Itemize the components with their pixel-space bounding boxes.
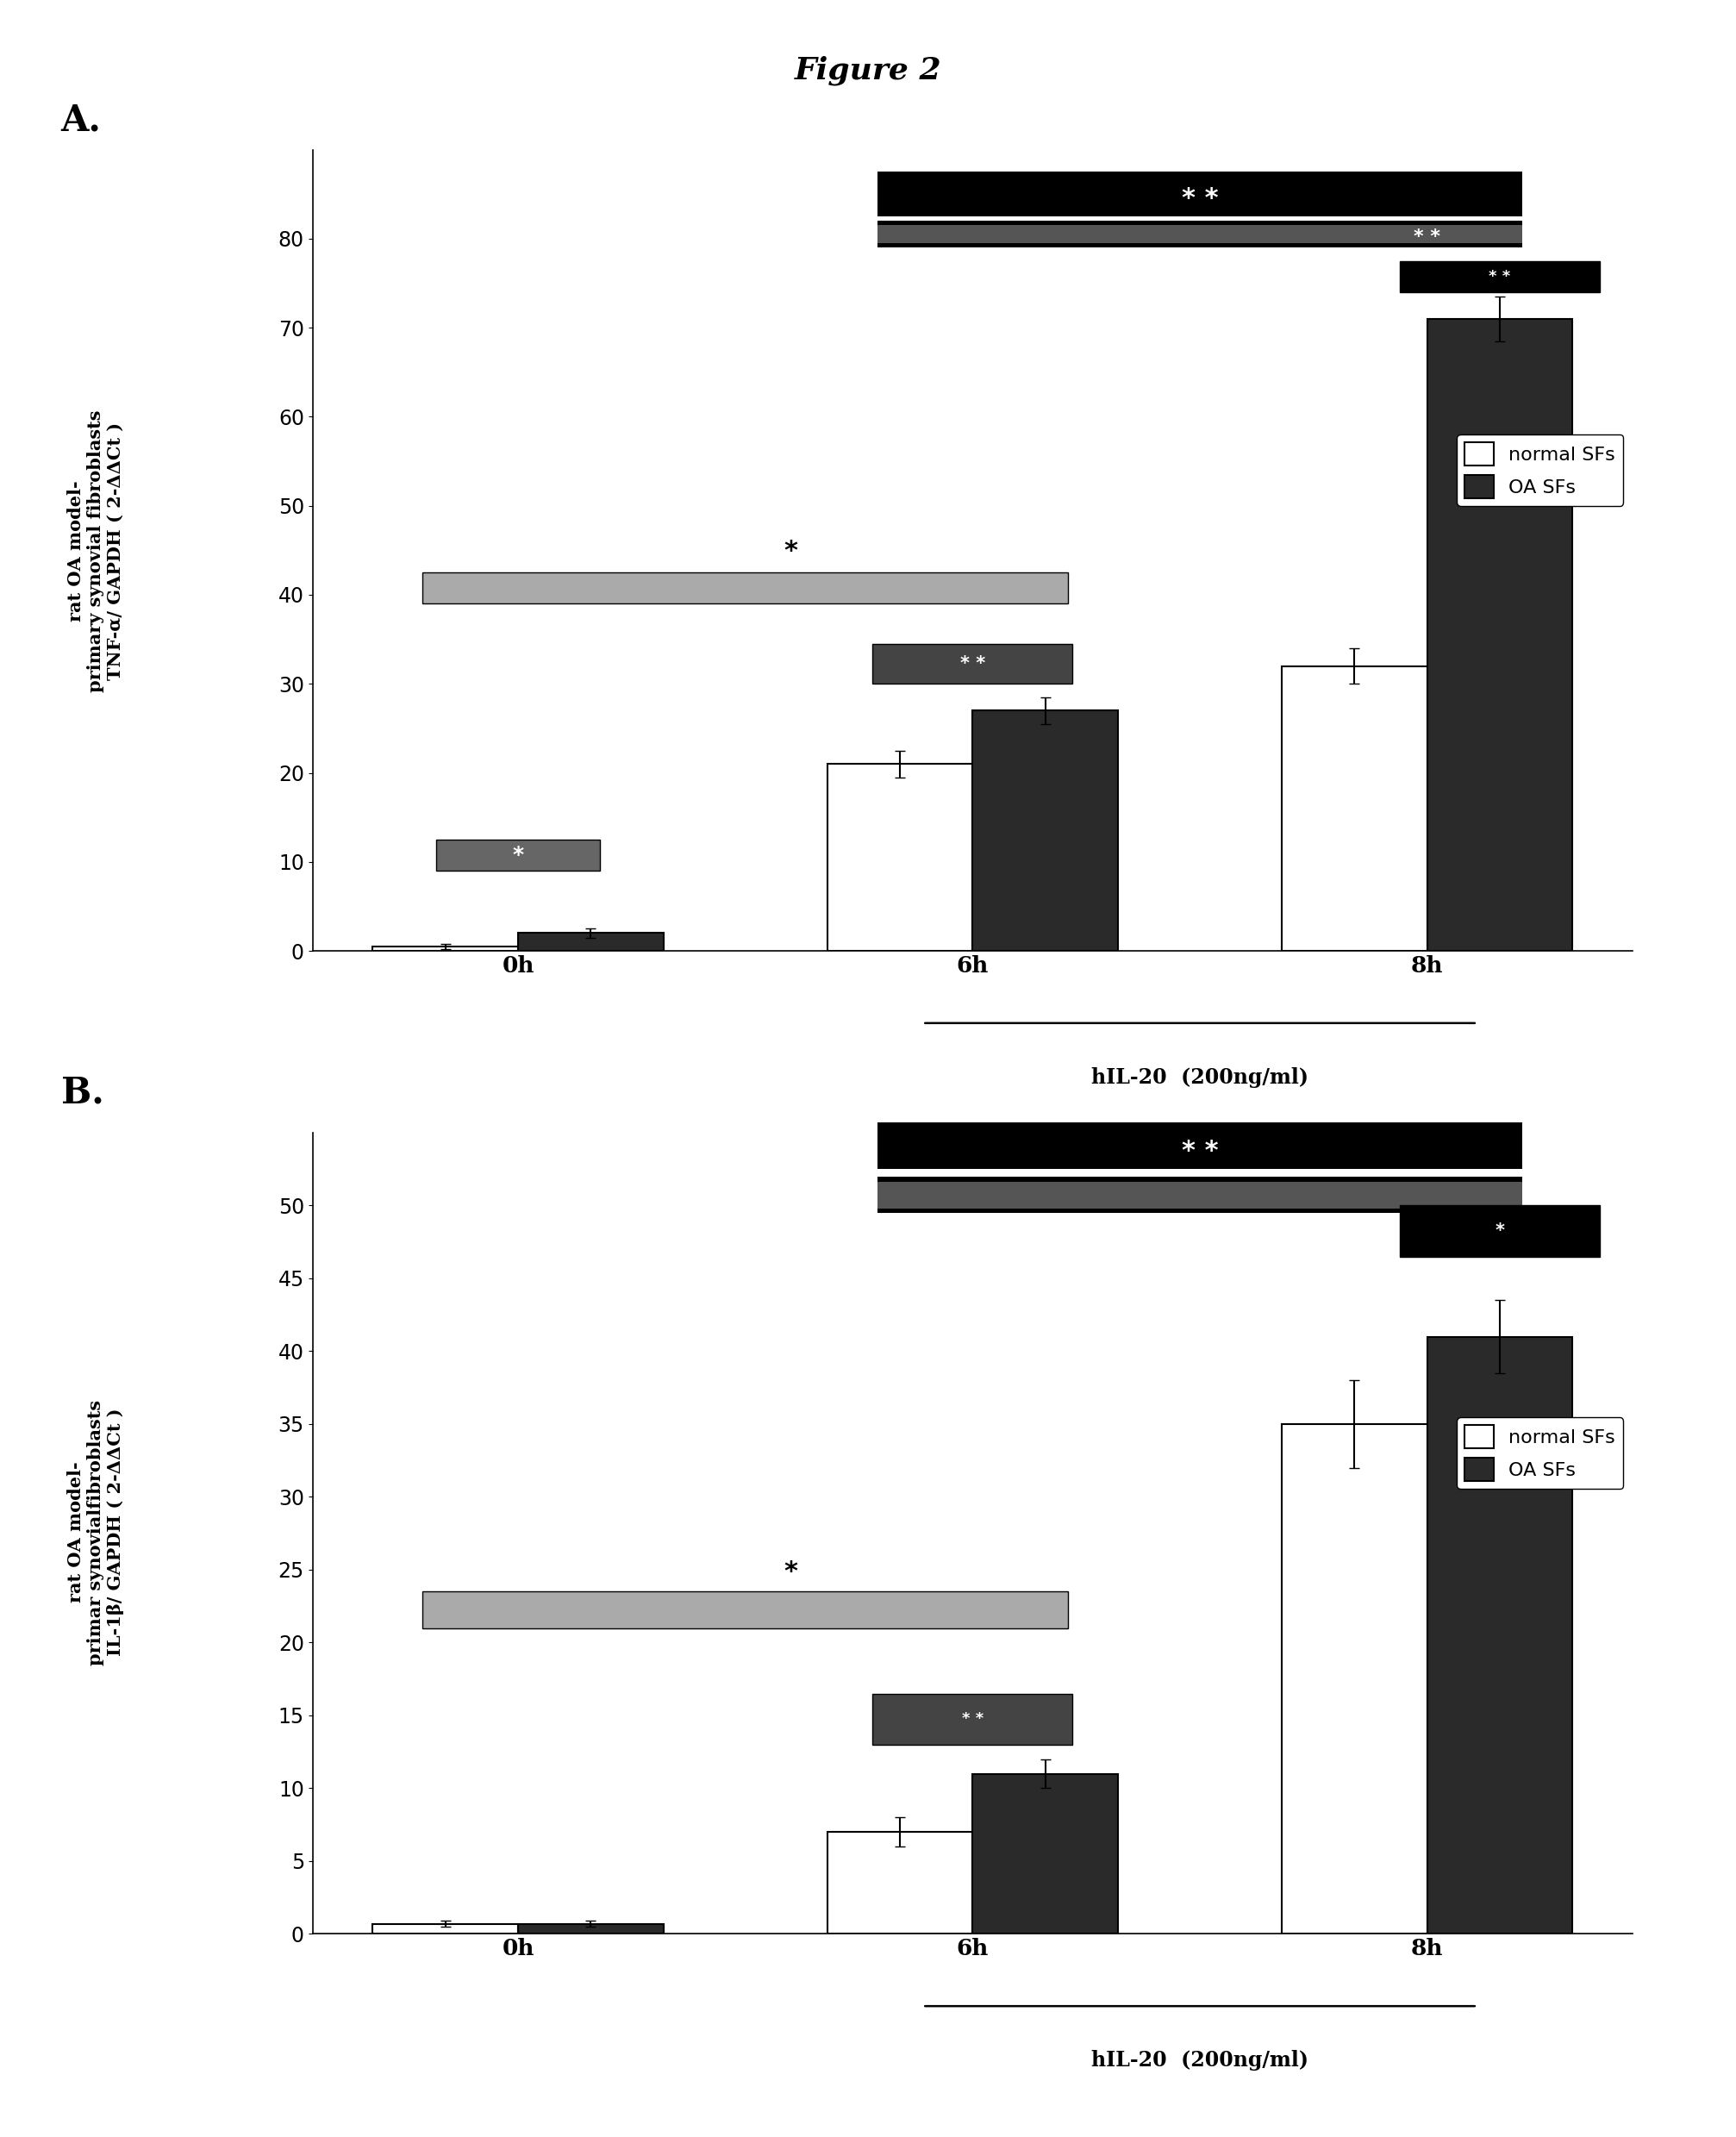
Text: * *: * * xyxy=(1180,186,1217,212)
Bar xyxy=(1427,1336,1571,1934)
Bar xyxy=(972,1774,1118,1934)
FancyBboxPatch shape xyxy=(877,220,1522,248)
Bar xyxy=(826,1831,972,1934)
Text: B.: B. xyxy=(61,1075,104,1111)
Bar xyxy=(517,1923,663,1934)
Text: A.: A. xyxy=(61,103,101,139)
Text: * *: * * xyxy=(1413,229,1439,246)
Text: hIL-20  (200ng/ml): hIL-20 (200ng/ml) xyxy=(1090,1066,1307,1088)
FancyBboxPatch shape xyxy=(1399,1205,1599,1257)
Text: rat OA model-
primary synovial fibroblasts
TNF-α/ GAPDH ( 2-ΔΔCt ): rat OA model- primary synovial fibroblas… xyxy=(68,410,123,692)
Text: *: * xyxy=(1495,1222,1503,1239)
FancyBboxPatch shape xyxy=(871,1693,1073,1744)
Legend: normal SFs, OA SFs: normal SFs, OA SFs xyxy=(1457,434,1621,506)
Bar xyxy=(517,934,663,951)
FancyBboxPatch shape xyxy=(436,840,599,872)
Text: rat OA model-
primar synovialfibroblasts
IL-1β/ GAPDH ( 2-ΔΔCt ): rat OA model- primar synovialfibroblasts… xyxy=(68,1400,123,1665)
Bar xyxy=(373,1923,517,1934)
Text: *: * xyxy=(512,844,524,865)
Text: * *: * * xyxy=(1488,269,1510,284)
Text: Figure 2: Figure 2 xyxy=(795,56,941,85)
FancyBboxPatch shape xyxy=(877,224,1522,244)
Text: * *: * * xyxy=(960,656,984,673)
Text: * *: * * xyxy=(1180,1139,1217,1165)
Text: *: * xyxy=(783,539,797,564)
FancyBboxPatch shape xyxy=(422,1592,1068,1628)
FancyBboxPatch shape xyxy=(1399,261,1599,293)
Legend: normal SFs, OA SFs: normal SFs, OA SFs xyxy=(1457,1417,1621,1489)
FancyBboxPatch shape xyxy=(422,573,1068,603)
FancyBboxPatch shape xyxy=(877,171,1522,216)
Bar xyxy=(1281,1423,1427,1934)
Text: * *: * * xyxy=(962,1712,983,1727)
FancyBboxPatch shape xyxy=(877,1175,1522,1214)
Bar xyxy=(826,763,972,951)
FancyBboxPatch shape xyxy=(871,643,1073,684)
Bar xyxy=(373,947,517,951)
Text: hIL-20  (200ng/ml): hIL-20 (200ng/ml) xyxy=(1090,2049,1307,2071)
Text: *: * xyxy=(783,1560,797,1584)
Bar xyxy=(972,709,1118,951)
FancyBboxPatch shape xyxy=(877,1122,1522,1169)
Bar xyxy=(1427,318,1571,951)
FancyBboxPatch shape xyxy=(877,1182,1522,1207)
Bar xyxy=(1281,667,1427,951)
